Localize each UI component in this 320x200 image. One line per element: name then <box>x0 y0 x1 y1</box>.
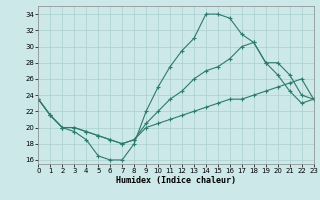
X-axis label: Humidex (Indice chaleur): Humidex (Indice chaleur) <box>116 176 236 185</box>
